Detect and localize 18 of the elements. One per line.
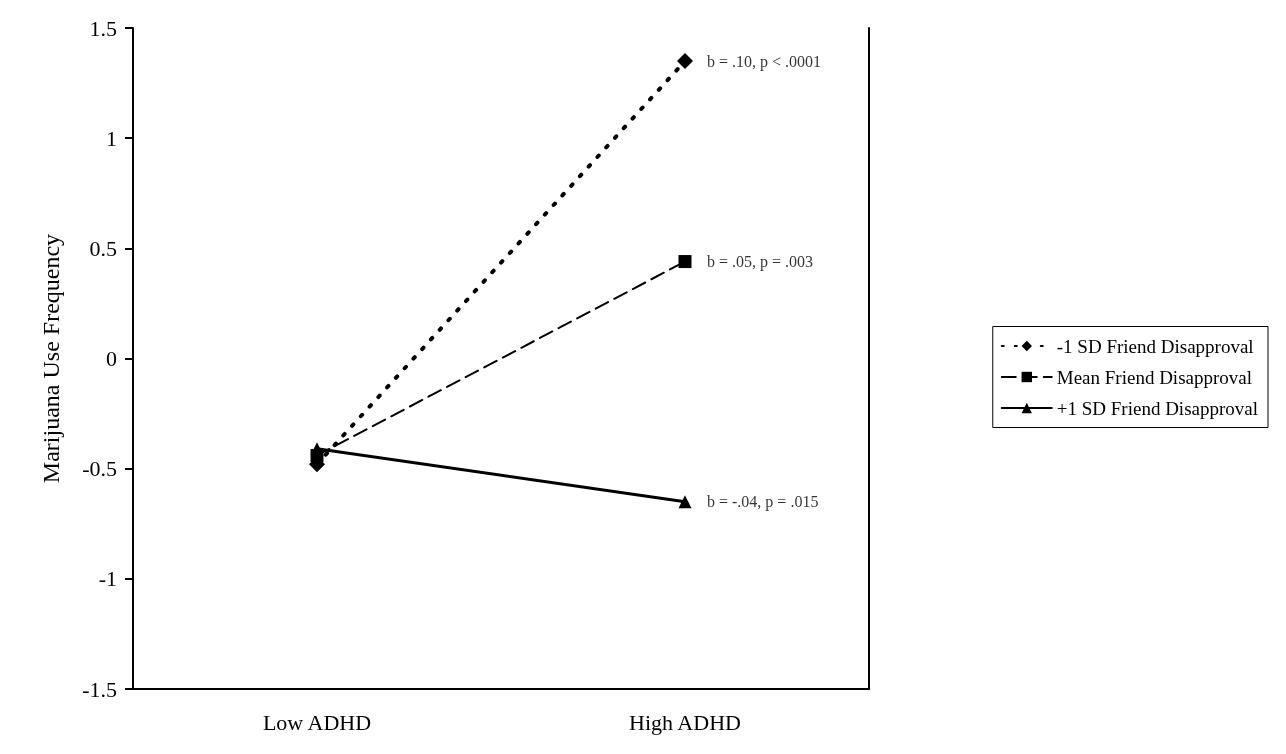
x-tick-label: High ADHD [629,709,741,735]
x-tick-label: Low ADHD [262,709,372,735]
legend-label: Mean Friend Disapproval [1056,366,1253,388]
y-tick-label: 0.5 [89,235,117,261]
y-tick-label: -1.5 [82,676,117,702]
y-tick-label: 1.5 [89,15,117,41]
y-tick-label: -1 [98,566,117,592]
legend-label: -1 SD Friend Disapproval [1056,335,1254,357]
annotation: b = .10, p < .0001 [707,52,822,71]
point [678,255,692,269]
annotation: b = -.04, p = .015 [707,493,819,512]
y-tick-label: -0.5 [82,456,117,482]
y-tick-label: 1 [106,125,117,151]
point [677,53,693,70]
y-axis-title: Marijuana Use Frequency [38,233,64,484]
annotation: b = .05, p = .003 [707,253,814,272]
y-tick-label: 0 [106,346,117,371]
legend-label: +1 SD Friend Disapproval [1056,397,1259,419]
